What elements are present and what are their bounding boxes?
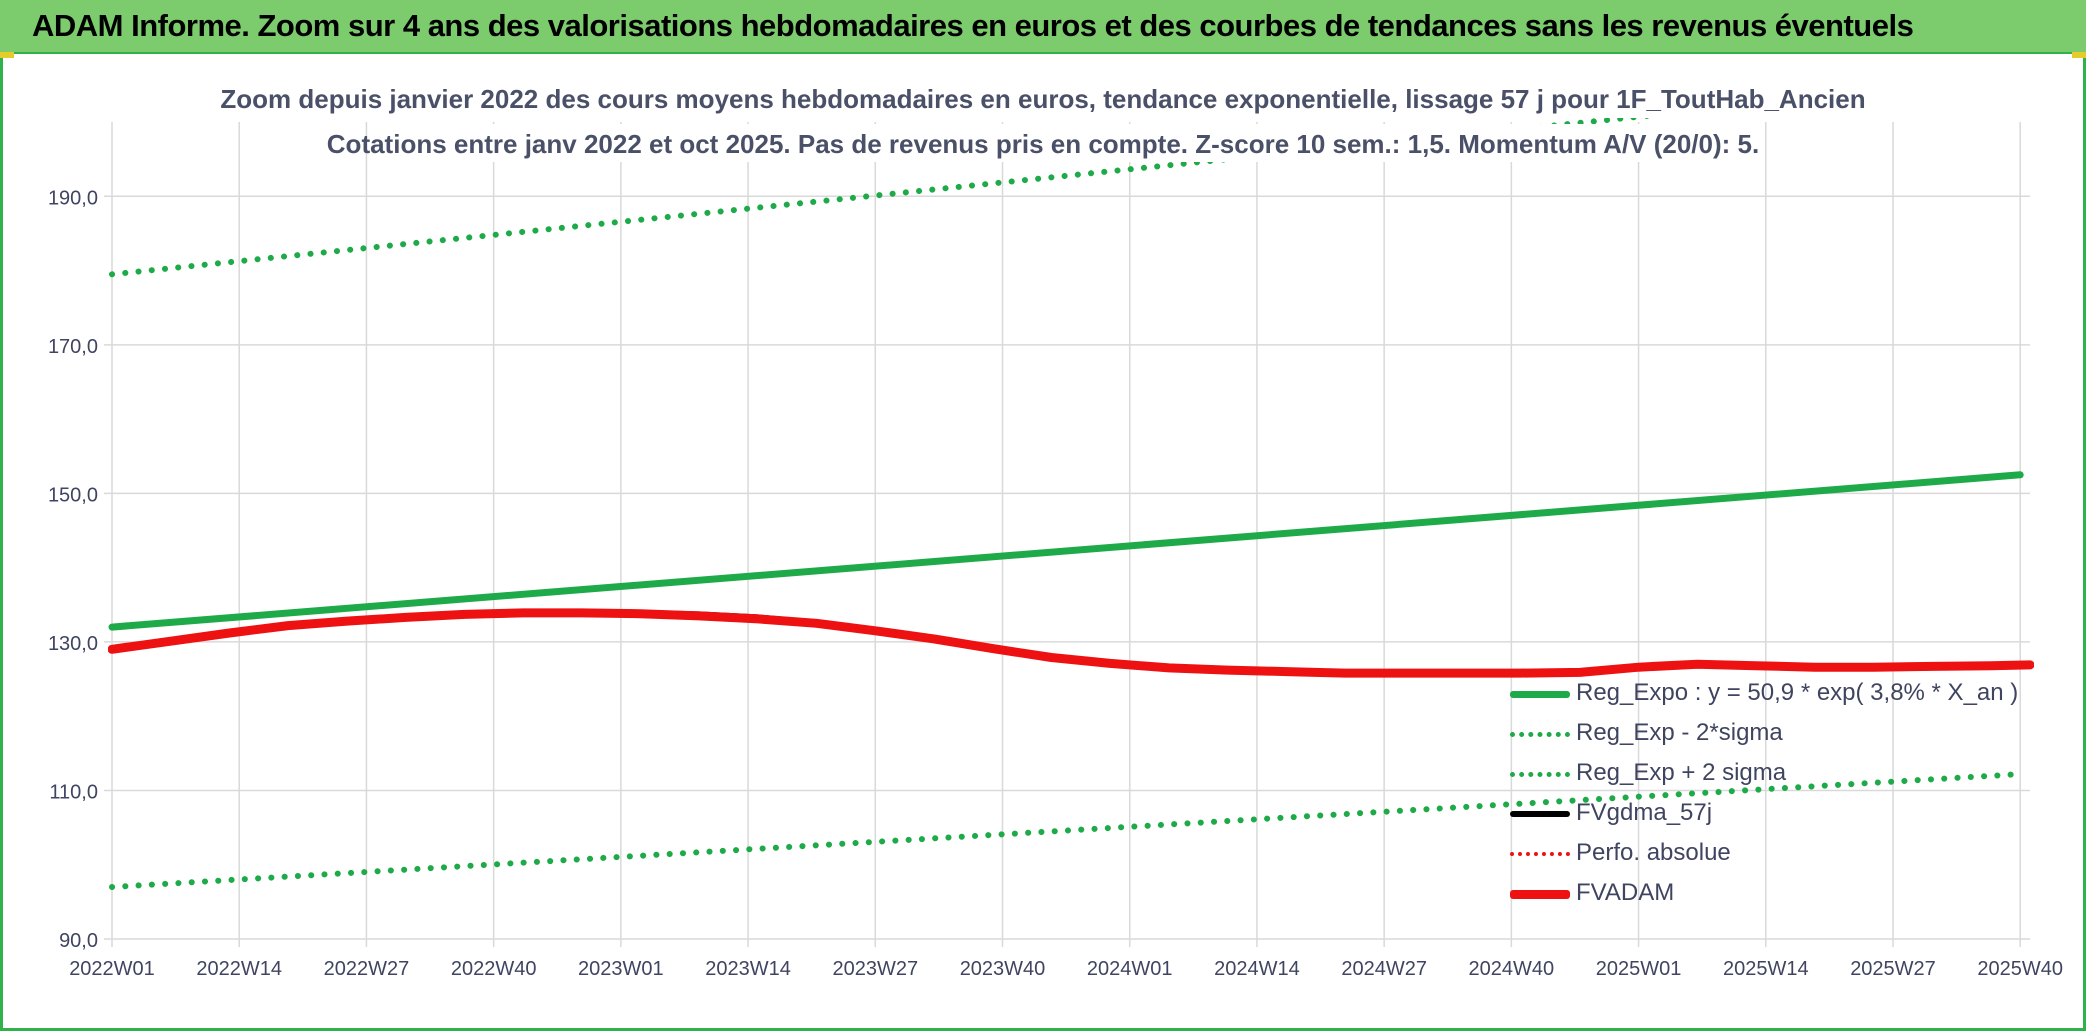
legend-swatch: [1510, 731, 1570, 737]
x-tick-label: 2024W01: [1087, 958, 1173, 980]
legend-swatch: [1510, 690, 1570, 698]
chart-title: Zoom depuis janvier 2022 des cours moyen…: [220, 84, 1866, 114]
series-reg-expo-y-50-9-exp-3-8-x-an-line: [108, 471, 2024, 631]
legend-swatch: [1510, 889, 1570, 899]
corner-accent-right: [2072, 52, 2086, 58]
y-tick-label: 150,0: [48, 484, 98, 506]
x-tick-label: 2022W14: [196, 958, 282, 980]
x-tick-label: 2025W14: [1723, 958, 1809, 980]
chart-subtitle: Cotations entre janv 2022 et oct 2025. P…: [326, 129, 1760, 159]
y-tick-label: 110,0: [49, 781, 98, 803]
legend-label: FVADAM: [1576, 879, 1675, 906]
legend-swatch: [1510, 811, 1570, 817]
legend-label: Reg_Exp - 2*sigma: [1576, 719, 1783, 746]
series-fvadam-line: [108, 608, 2034, 678]
x-tick-label: 2023W40: [960, 958, 1046, 980]
subtitle-mask: [370, 124, 1730, 162]
report-title: ADAM Informe. Zoom sur 4 ans des valoris…: [32, 8, 1914, 43]
series-lines: [108, 118, 2034, 890]
x-tick-label: 2022W01: [69, 958, 155, 980]
x-tick-label: 2025W27: [1850, 958, 1936, 980]
x-tick-label: 2024W27: [1341, 958, 1427, 980]
x-axis-ticks: 2022W01 2022W14 2022W27 2022W40 2023W01 2023W…: [69, 958, 2063, 980]
x-tick-label: 2022W27: [324, 958, 410, 980]
legend-label: Perfo. absolue: [1576, 839, 1731, 866]
y-axis-ticks: 90,0 110,0 130,0 150,0 170,0 190,0: [48, 187, 98, 952]
y-tick-label: 90,0: [59, 930, 98, 952]
x-tick-label: 2024W40: [1469, 958, 1555, 980]
legend-label: Reg_Exp + 2 sigma: [1576, 759, 1787, 786]
series-reg-exp-2-sigma-line: [109, 771, 2024, 890]
y-tick-label: 170,0: [48, 336, 98, 358]
x-tick-label: 2025W40: [1977, 958, 2063, 980]
x-tick-label: 2023W14: [705, 958, 791, 980]
y-tick-label: 190,0: [48, 187, 98, 209]
legend-label: FVgdma_57j: [1576, 799, 1713, 826]
title-mask: [290, 80, 1790, 118]
series-reg-exp-2-sigma-line: [109, 118, 1656, 278]
x-tick-label: 2025W01: [1596, 958, 1682, 980]
report-header: ADAM Informe. Zoom sur 4 ans des valoris…: [0, 0, 2086, 54]
legend-swatch: [1510, 852, 1570, 856]
x-tick-label: 2023W01: [578, 958, 664, 980]
corner-accent-left: [0, 52, 14, 58]
x-tick-label: 2022W40: [451, 958, 537, 980]
legend-label: Reg_Expo : y = 50,9 * exp( 3,8% * X_an ): [1576, 679, 2019, 706]
x-tick-label: 2024W14: [1214, 958, 1300, 980]
x-tick-label: 2023W27: [832, 958, 918, 980]
legend-swatch: [1510, 771, 1570, 777]
y-tick-label: 130,0: [48, 633, 98, 655]
gridlines: [104, 122, 2030, 947]
